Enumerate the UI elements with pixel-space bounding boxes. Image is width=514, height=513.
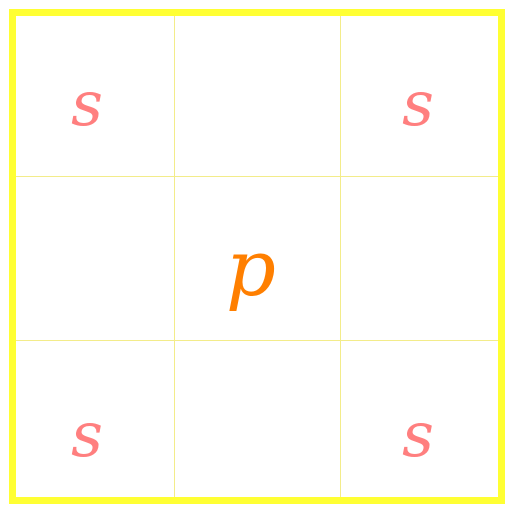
cell-s-bottom-right: s xyxy=(402,398,434,471)
grid-line-vertical xyxy=(174,16,175,497)
cell-s-top-left: s xyxy=(71,67,103,140)
lattice-grid: s s p s s xyxy=(9,9,505,504)
cell-s-bottom-left: s xyxy=(71,398,103,471)
cell-p-center: p xyxy=(226,224,276,314)
grid-line-vertical xyxy=(340,16,341,497)
cell-s-top-right: s xyxy=(402,67,434,140)
grid-line-horizontal xyxy=(16,340,498,341)
grid-line-horizontal xyxy=(16,176,498,177)
